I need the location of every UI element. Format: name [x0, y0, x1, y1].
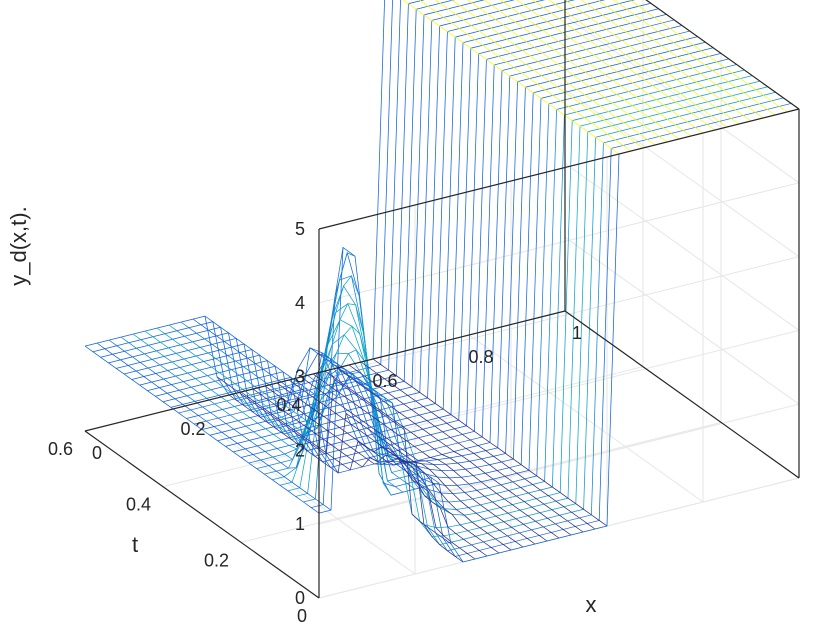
mesh-line-x-20: [324, 370, 560, 539]
x-tick-label-1: 0.2: [180, 419, 205, 439]
mesh-line-x-32: [515, 0, 704, 134]
mesh-line-x-13: [240, 391, 476, 560]
z-tick-label-5: 5: [295, 219, 305, 239]
tick-labels: 0 0.2 0.4 0.6 0.8 1 0 0.2 0.4 0.6 0 1 2 3 4 5: [48, 219, 582, 622]
mesh-line-x-15: [264, 385, 500, 554]
mesh-line-x-9: [192, 318, 428, 487]
t-tick-label-1: 0.2: [204, 550, 229, 570]
mesh-line-x-23: [360, 361, 596, 530]
mesh-line-x-35: [564, 0, 740, 125]
mesh-line-x-14: [252, 388, 488, 557]
x-axis-label: x: [586, 592, 597, 617]
mesh-line-x-11: [216, 376, 452, 545]
axis-line-0: [84, 430, 320, 599]
mesh-line-x-31: [499, 0, 692, 137]
axes-layer: [84, 0, 800, 599]
mesh-line-x-5: [144, 303, 380, 474]
mesh-line-x-27: [434, 0, 644, 149]
mesh-line-x-4: [132, 275, 368, 450]
axis-line-6: [645, 0, 800, 110]
mesh-line-x-28: [451, 0, 656, 146]
t-axis-label: t: [132, 532, 138, 557]
z-tick-label-2: 2: [295, 440, 305, 460]
z-tick-label-1: 1: [295, 514, 305, 534]
mesh-line-x-2: [108, 247, 344, 469]
t-tick-label-0: 0: [297, 606, 307, 622]
mesh-line-x-19: [312, 373, 548, 542]
mesh-line-x-34: [548, 0, 728, 128]
mesh-line-x-18: [300, 376, 536, 545]
mesh-line-x-26: [418, 0, 632, 152]
mesh-line-x-38: [613, 0, 776, 116]
mesh-line-x-24: [372, 358, 608, 527]
mesh-line-x-0: [84, 345, 320, 514]
z-axis-label: y_d(x,t).: [6, 206, 31, 285]
grid-lines: [84, 0, 800, 599]
x-tick-label-2: 0.4: [276, 395, 301, 415]
axis-line-1: [84, 310, 566, 432]
mesh-line-x-30: [483, 0, 680, 140]
axis-line-5: [564, 310, 800, 479]
axis-line-3: [318, 108, 800, 230]
t-tick-label-3: 0.6: [48, 439, 73, 459]
z-tick-label-3: 3: [295, 367, 305, 387]
mesh-line-x-17: [288, 379, 524, 548]
mesh-line-x-10: [204, 315, 440, 484]
x-tick-label-3: 0.6: [372, 371, 397, 391]
mesh-line-x-39: [629, 0, 788, 113]
t-tick-label-2: 0.4: [126, 495, 151, 515]
mesh-line-x-6: [156, 325, 392, 496]
z-tick-label-0: 0: [295, 588, 305, 608]
mesh-line-x-7: [168, 324, 404, 493]
mesh-line-x-21: [336, 367, 572, 536]
mesh-line-x-25: [402, 0, 620, 155]
mesh-line-x-12: [228, 394, 464, 563]
z-tick-label-4: 4: [295, 293, 305, 313]
mesh-line-x-36: [580, 0, 752, 122]
x-tick-label-0: 0: [92, 443, 102, 463]
mesh-line-x-29: [467, 0, 668, 143]
mesh-line-x-22: [348, 364, 584, 533]
mesh-line-x-37: [597, 0, 764, 119]
x-tick-label-4: 0.8: [468, 347, 493, 367]
mesh-line-x-16: [276, 382, 512, 551]
mesh-line-x-1: [96, 342, 332, 511]
mesh-line-x-33: [532, 0, 716, 131]
x-tick-label-5: 1: [572, 323, 582, 343]
surface-mesh: [84, 0, 800, 563]
